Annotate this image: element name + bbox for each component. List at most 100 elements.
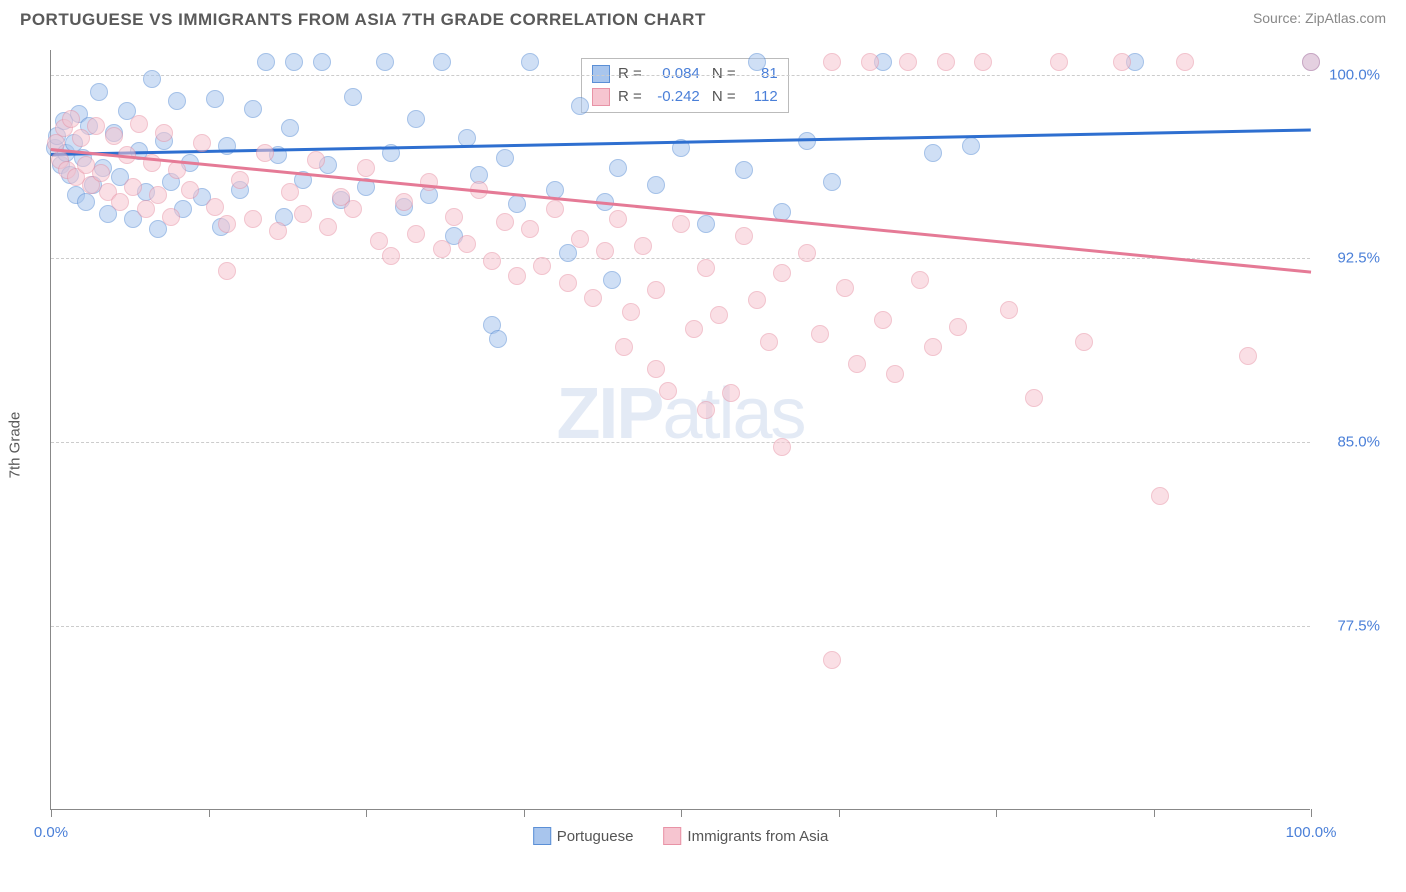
data-point: [710, 306, 728, 324]
data-point: [949, 318, 967, 336]
data-point: [105, 127, 123, 145]
data-point: [823, 53, 841, 71]
data-point: [285, 53, 303, 71]
data-point: [218, 262, 236, 280]
chart-container: 7th Grade ZIPatlas R =0.084 N =81R =-0.2…: [50, 50, 1386, 840]
data-point: [269, 222, 287, 240]
legend-item: Immigrants from Asia: [663, 827, 828, 845]
data-point: [92, 164, 110, 182]
data-point: [1176, 53, 1194, 71]
data-point: [1050, 53, 1068, 71]
data-point: [798, 244, 816, 262]
data-point: [206, 198, 224, 216]
data-point: [760, 333, 778, 351]
data-point: [244, 210, 262, 228]
x-tick: [839, 809, 840, 817]
data-point: [206, 90, 224, 108]
gridline-h: [51, 258, 1310, 259]
data-point: [257, 53, 275, 71]
data-point: [162, 208, 180, 226]
data-point: [281, 183, 299, 201]
data-point: [647, 360, 665, 378]
data-point: [735, 161, 753, 179]
data-point: [596, 242, 614, 260]
header: PORTUGUESE VS IMMIGRANTS FROM ASIA 7TH G…: [0, 0, 1406, 36]
x-tick: [366, 809, 367, 817]
data-point: [370, 232, 388, 250]
x-tick-label: 100.0%: [1286, 824, 1337, 841]
data-point: [603, 271, 621, 289]
x-tick: [996, 809, 997, 817]
stat-r-label: R =: [618, 86, 642, 109]
data-point: [90, 83, 108, 101]
data-point: [722, 384, 740, 402]
chart-title: PORTUGUESE VS IMMIGRANTS FROM ASIA 7TH G…: [20, 10, 706, 30]
data-point: [496, 213, 514, 231]
data-point: [962, 137, 980, 155]
legend-swatch: [663, 827, 681, 845]
data-point: [433, 53, 451, 71]
data-point: [697, 259, 715, 277]
x-tick: [681, 809, 682, 817]
data-point: [395, 193, 413, 211]
data-point: [193, 134, 211, 152]
data-point: [974, 53, 992, 71]
gridline-h: [51, 75, 1310, 76]
data-point: [294, 205, 312, 223]
data-point: [533, 257, 551, 275]
data-point: [231, 171, 249, 189]
data-point: [911, 271, 929, 289]
trend-line: [51, 148, 1311, 273]
data-point: [659, 382, 677, 400]
data-point: [168, 92, 186, 110]
data-point: [924, 144, 942, 162]
data-point: [307, 151, 325, 169]
data-point: [647, 281, 665, 299]
data-point: [615, 338, 633, 356]
data-point: [483, 252, 501, 270]
data-point: [697, 401, 715, 419]
data-point: [924, 338, 942, 356]
data-point: [344, 88, 362, 106]
data-point: [130, 115, 148, 133]
data-point: [420, 173, 438, 191]
data-point: [281, 119, 299, 137]
data-point: [508, 267, 526, 285]
data-point: [886, 365, 904, 383]
data-point: [848, 355, 866, 373]
data-point: [899, 53, 917, 71]
data-point: [62, 110, 80, 128]
data-point: [811, 325, 829, 343]
x-tick: [1154, 809, 1155, 817]
data-point: [1075, 333, 1093, 351]
data-point: [773, 264, 791, 282]
y-tick-label: 92.5%: [1337, 250, 1380, 267]
x-tick-label: 0.0%: [34, 824, 68, 841]
x-tick: [51, 809, 52, 817]
data-point: [823, 651, 841, 669]
data-point: [559, 244, 577, 262]
data-point: [1113, 53, 1131, 71]
data-point: [407, 225, 425, 243]
data-point: [357, 159, 375, 177]
data-point: [181, 181, 199, 199]
y-tick-label: 85.0%: [1337, 434, 1380, 451]
data-point: [319, 218, 337, 236]
data-point: [1302, 53, 1320, 71]
data-point: [143, 70, 161, 88]
data-point: [521, 220, 539, 238]
data-point: [634, 237, 652, 255]
data-point: [874, 311, 892, 329]
data-point: [445, 208, 463, 226]
gridline-h: [51, 626, 1310, 627]
data-point: [137, 200, 155, 218]
gridline-h: [51, 442, 1310, 443]
data-point: [546, 200, 564, 218]
y-tick-label: 77.5%: [1337, 618, 1380, 635]
data-point: [111, 193, 129, 211]
data-point: [735, 227, 753, 245]
data-point: [1239, 347, 1257, 365]
data-point: [256, 144, 274, 162]
data-point: [609, 210, 627, 228]
data-point: [344, 200, 362, 218]
